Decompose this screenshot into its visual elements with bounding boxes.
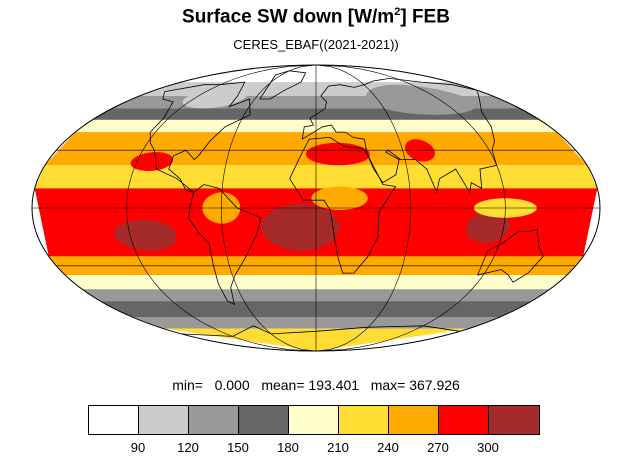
coastline <box>181 325 461 337</box>
title-superscript: 2 <box>394 6 401 18</box>
colorbar-box <box>189 406 239 434</box>
colorbar-box <box>89 406 139 434</box>
colorbar-label: 270 <box>427 440 449 455</box>
plot-title: Surface SW down [W/m2] FEB <box>0 6 632 28</box>
sw-patch <box>305 142 370 166</box>
sw-patch <box>261 204 340 251</box>
title-end: ] FEB <box>400 6 450 28</box>
mean-label: mean= <box>261 377 305 393</box>
coastline <box>477 228 544 283</box>
colorbar-label: 120 <box>177 440 199 455</box>
colorbar-label: 180 <box>277 440 299 455</box>
sw-patch <box>466 212 510 243</box>
colorbar <box>88 405 540 435</box>
colorbar-label: 90 <box>130 440 146 455</box>
mollweide-map <box>31 64 601 352</box>
coastline <box>188 184 262 306</box>
mean-value: 193.401 <box>308 377 360 393</box>
coastline <box>259 70 307 100</box>
colorbar-box <box>289 406 339 434</box>
colorbar-label: 240 <box>377 440 399 455</box>
colorbar-box <box>489 406 539 434</box>
sw-patch <box>311 186 368 210</box>
colorbar-box <box>139 406 189 434</box>
coastline <box>301 77 498 194</box>
max-value: 367.926 <box>409 377 460 393</box>
coastline <box>289 136 397 274</box>
sw-patch <box>114 219 177 251</box>
colorbar-box <box>339 406 389 434</box>
coastline <box>149 81 251 193</box>
sw-patch <box>366 84 476 115</box>
colorbar-label: 210 <box>327 440 349 455</box>
sw-patch <box>130 152 173 171</box>
min-value: 0.000 <box>214 377 250 393</box>
colorbar-labels: 90 120 150 180 210 240 270 300 <box>0 440 632 456</box>
colorbar-box <box>439 406 489 434</box>
colorbar-label: 300 <box>477 440 499 455</box>
stats-line: min= 0.000 mean= 193.401 max= 367.926 <box>0 377 632 393</box>
colorbar-box <box>239 406 289 434</box>
colorbar-box <box>389 406 439 434</box>
min-label: min= <box>172 377 203 393</box>
max-label: max= <box>370 377 406 393</box>
globe-outline <box>31 64 601 352</box>
plot-subtitle: CERES_EBAF((2021-2021)) <box>233 37 399 52</box>
colorbar-label: 150 <box>227 440 249 455</box>
title-main: Surface SW down [W/m <box>182 6 395 28</box>
sw-patch <box>182 84 250 109</box>
